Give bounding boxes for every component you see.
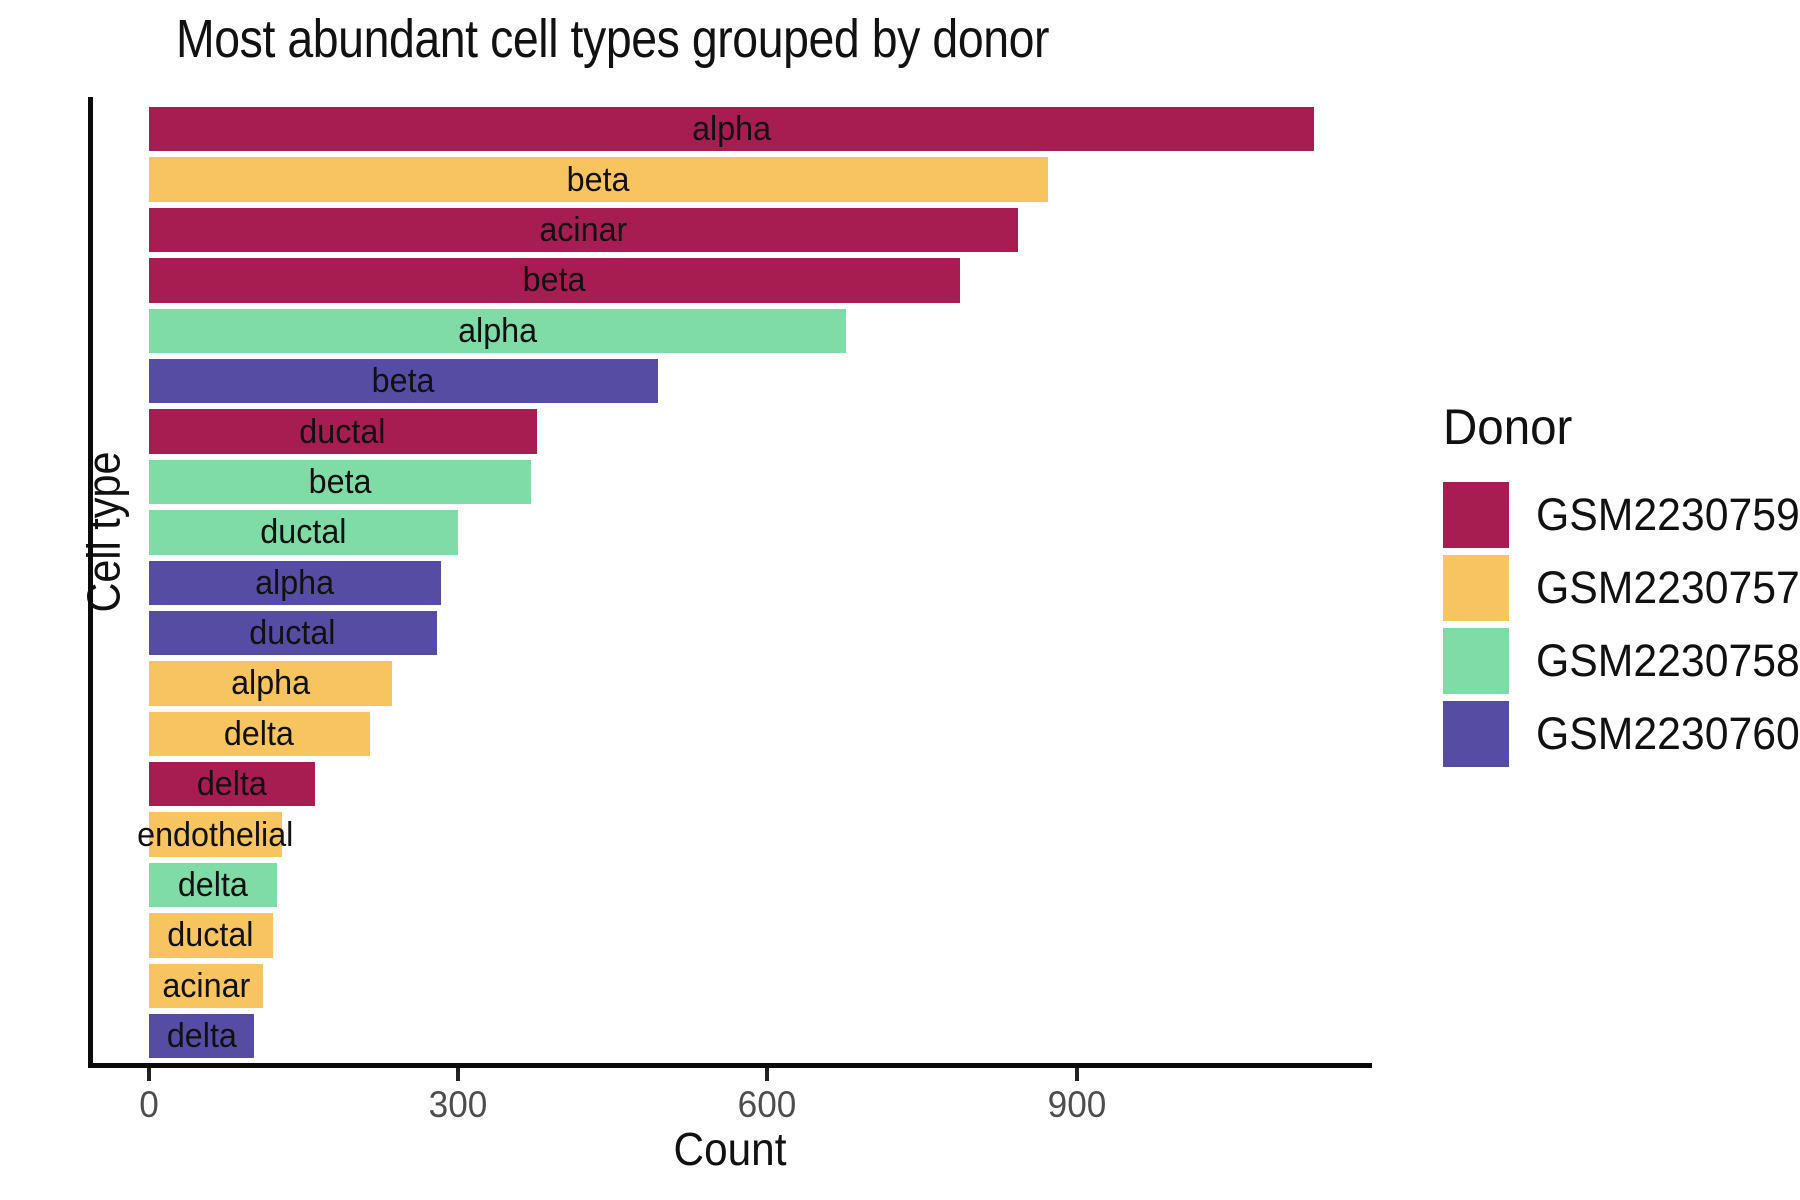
bar-label: alpha [255, 563, 335, 602]
bar-alpha-GSM2230759: alpha [149, 107, 1314, 152]
legend-label: GSM2230757 [1536, 562, 1800, 613]
legend-label: GSM2230759 [1536, 489, 1800, 540]
x-tick-label: 0 [139, 1084, 159, 1125]
bar-label: delta [224, 714, 295, 753]
bar-label: delta [177, 866, 248, 905]
x-tick-mark [456, 1068, 461, 1081]
legend-label: GSM2230758 [1536, 635, 1800, 686]
bar-alpha-GSM2230758: alpha [149, 308, 846, 353]
bar-label: ductal [260, 513, 347, 552]
bar-label: alpha [691, 110, 771, 149]
bar-label: acinar [539, 210, 628, 249]
x-tick-mark [765, 1068, 770, 1081]
bar-alpha-GSM2230757: alpha [149, 661, 393, 706]
legend-item-GSM2230758: GSM2230758 [1443, 628, 1800, 694]
bar-ductal-GSM2230760: ductal [149, 610, 437, 656]
plot-area: alpha beta acinar beta alpha beta ductal beta du… [137, 107, 1314, 1064]
bar-label: delta [196, 765, 267, 804]
legend: Donor GSM2230759 GSM2230757 GSM2230758 GSM2… [1443, 398, 1800, 774]
bar-label: endothelial [137, 815, 294, 854]
bar-label: beta [523, 261, 586, 300]
bar-endothelial-GSM2230757: endothelial [137, 812, 294, 857]
bar-beta-GSM2230758: beta [149, 459, 532, 505]
x-axis-line [88, 1063, 1372, 1068]
bar-label: ductal [299, 412, 386, 451]
bar-label: alpha [231, 664, 311, 703]
y-axis-line [88, 97, 93, 1068]
x-tick-label: 600 [738, 1084, 797, 1125]
bar-ductal-GSM2230759: ductal [149, 409, 537, 454]
x-tick-label: 900 [1047, 1084, 1106, 1125]
chart-title: Most abundant cell types grouped by dono… [176, 9, 1050, 69]
legend-items: GSM2230759 GSM2230757 GSM2230758 GSM2230760 [1443, 482, 1800, 767]
legend-swatch [1443, 482, 1509, 548]
legend-title: Donor [1443, 399, 1573, 455]
legend-item-GSM2230757: GSM2230757 [1443, 555, 1800, 621]
bar-label: alpha [457, 311, 537, 350]
bar-label: beta [372, 362, 435, 401]
bar-delta-GSM2230759: delta [149, 762, 315, 807]
x-axis-title: Count [673, 1123, 787, 1175]
x-tick-mark [1074, 1068, 1079, 1081]
bar-label: acinar [162, 966, 251, 1005]
bar-acinar-GSM2230757: acinar [149, 963, 264, 1009]
x-tick-label: 300 [428, 1084, 488, 1125]
legend-swatch [1443, 701, 1509, 767]
bar-beta-GSM2230759: beta [149, 258, 961, 303]
bar-beta-GSM2230757: beta [149, 157, 1048, 202]
bar-ductal-GSM2230758: ductal [149, 510, 459, 555]
bar-label: ductal [249, 614, 336, 653]
bar-ductal-GSM2230757: ductal [149, 913, 273, 958]
legend-item-GSM2230759: GSM2230759 [1443, 482, 1800, 548]
legend-swatch [1443, 628, 1509, 694]
bar-label: beta [308, 462, 372, 501]
bar-alpha-GSM2230760: alpha [149, 560, 441, 605]
bar-label: ductal [167, 916, 254, 955]
legend-item-GSM2230760: GSM2230760 [1443, 701, 1800, 767]
bar-label: delta [166, 1017, 237, 1056]
bar-delta-GSM2230757: delta [149, 711, 370, 757]
bar-acinar-GSM2230759: acinar [149, 207, 1018, 253]
bar-label: beta [566, 160, 630, 199]
y-axis-title: Cell type [77, 451, 130, 613]
bar-delta-GSM2230758: delta [149, 862, 277, 908]
x-tick-mark [147, 1068, 151, 1081]
bar-beta-GSM2230760: beta [149, 358, 659, 404]
bar-delta-GSM2230760: delta [149, 1014, 255, 1059]
legend-swatch [1443, 555, 1509, 621]
legend-label: GSM2230760 [1536, 708, 1800, 759]
